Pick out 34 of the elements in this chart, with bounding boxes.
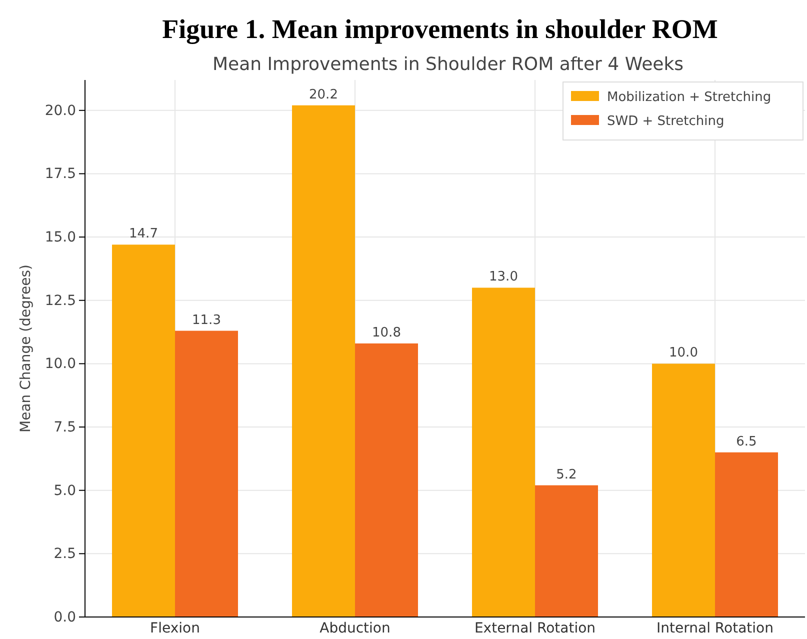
x-tick-label: Abduction bbox=[320, 620, 390, 637]
bar bbox=[292, 105, 355, 617]
bar bbox=[175, 330, 238, 617]
y-axis-title: Mean Change (degrees) bbox=[18, 264, 34, 432]
data-label: 11.3 bbox=[192, 312, 221, 328]
data-label: 13.0 bbox=[489, 270, 518, 285]
y-tick-label: 2.5 bbox=[54, 546, 76, 562]
y-tick-label: 10.0 bbox=[44, 356, 76, 372]
y-tick-label: 17.5 bbox=[44, 166, 76, 182]
bar bbox=[112, 244, 175, 617]
x-tick-label: Internal Rotation bbox=[656, 620, 774, 637]
chart-subtitle: Mean Improvements in Shoulder ROM after 4 Weeks bbox=[212, 54, 684, 75]
bar bbox=[355, 343, 418, 617]
bar bbox=[715, 452, 778, 617]
bar bbox=[652, 364, 715, 617]
y-tick-label: 7.5 bbox=[54, 420, 76, 436]
bar bbox=[472, 288, 535, 617]
y-tick-label: 12.5 bbox=[44, 292, 76, 309]
data-label: 10.8 bbox=[372, 325, 401, 340]
x-tick-label: External Rotation bbox=[474, 620, 596, 637]
legend-label: SWD + Stretching bbox=[607, 114, 724, 129]
data-label: 14.7 bbox=[129, 226, 158, 242]
data-label: 10.0 bbox=[669, 346, 698, 361]
bar bbox=[535, 485, 598, 617]
y-tick-label: 15.0 bbox=[44, 230, 76, 246]
data-label: 5.2 bbox=[556, 467, 577, 482]
legend-label: Mobilization + Stretching bbox=[607, 90, 772, 105]
x-tick-label: Flexion bbox=[150, 620, 200, 637]
data-label: 20.2 bbox=[309, 87, 338, 102]
chart-title: Figure 1. Mean improvements in shoulder ROM bbox=[162, 14, 718, 44]
data-label: 6.5 bbox=[736, 434, 757, 450]
y-tick-label: 5.0 bbox=[54, 482, 76, 499]
y-tick-label: 20.0 bbox=[44, 102, 76, 119]
y-tick-label: 0.0 bbox=[54, 609, 76, 626]
